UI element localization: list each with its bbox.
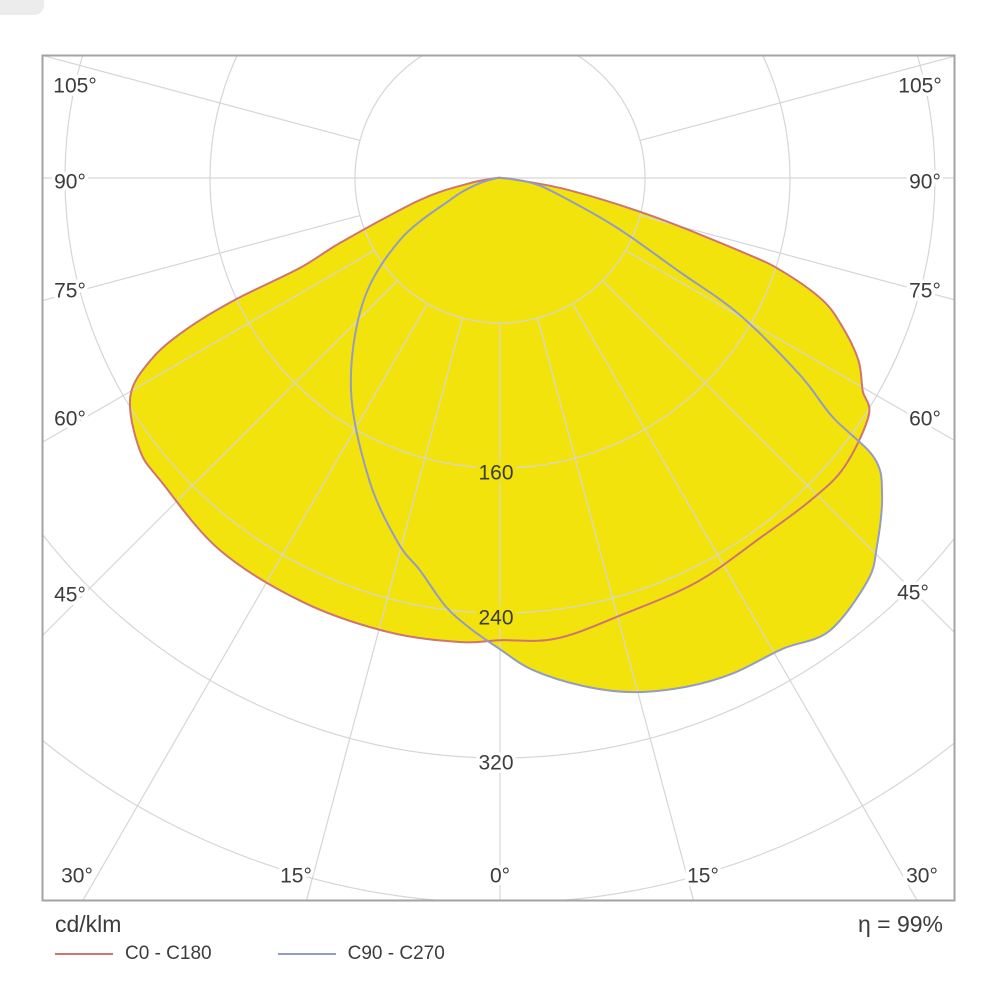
legend-item-c0-c180: C0 - C180 <box>55 943 212 965</box>
c0-c180-line-swatch <box>55 953 113 955</box>
angle-label-bottom-0: 30° <box>61 865 93 888</box>
angle-label-left-2: 75° <box>54 280 86 303</box>
unit-label: cd/klm <box>55 911 122 937</box>
c90-c270-line-swatch <box>277 953 336 955</box>
curve-C0-C180 <box>128 176 871 644</box>
grid-radial--45 <box>42 280 398 637</box>
ring-label-320: 320 <box>478 752 513 775</box>
grid-radial--15 <box>305 317 464 901</box>
angle-label-bottom-3: 15° <box>687 865 719 888</box>
angle-label-right-1: 60° <box>909 408 941 431</box>
angle-label-right-0: 45° <box>897 582 929 605</box>
grid-radial-60 <box>625 249 955 442</box>
angle-label-left-1: 90° <box>54 171 86 194</box>
curve-C90-C270 <box>349 176 884 694</box>
angle-label-left-0: 105° <box>53 75 96 98</box>
grid-radial--105 <box>42 55 361 142</box>
grid-radial-75 <box>639 214 955 301</box>
angle-label-bottom-1: 15° <box>280 865 312 888</box>
angle-label-right-3: 90° <box>909 171 941 194</box>
corner-artifact <box>0 0 44 15</box>
grid-radial--75 <box>42 214 361 302</box>
legend: C0 - C180 C90 - C270 <box>55 942 445 966</box>
angle-label-bottom-2: 0° <box>490 865 510 888</box>
ring-label-160: 160 <box>478 462 513 485</box>
angle-label-right-4: 105° <box>898 75 941 98</box>
grid-radial-45 <box>602 280 955 634</box>
angle-label-bottom-4: 30° <box>906 865 938 888</box>
grid-radial-105 <box>639 55 955 142</box>
fill-C90 <box>350 177 883 693</box>
angle-label-left-4: 45° <box>54 584 86 607</box>
legend-label-c0-c180: C0 - C180 <box>125 943 212 964</box>
plot-border <box>41 54 956 902</box>
angle-label-right-2: 75° <box>909 280 941 303</box>
grid-radial--30 <box>82 303 429 901</box>
grid-radial-30 <box>571 303 918 901</box>
grid-radial--60 <box>42 249 375 443</box>
grid-radial-15 <box>536 317 695 901</box>
legend-item-c90-c270: C90 - C270 <box>277 943 445 965</box>
ring-label-240: 240 <box>478 607 513 630</box>
efficiency-label: η = 99% <box>857 911 943 937</box>
legend-label-c90-c270: C90 - C270 <box>347 943 445 964</box>
angle-label-left-3: 60° <box>54 408 86 431</box>
